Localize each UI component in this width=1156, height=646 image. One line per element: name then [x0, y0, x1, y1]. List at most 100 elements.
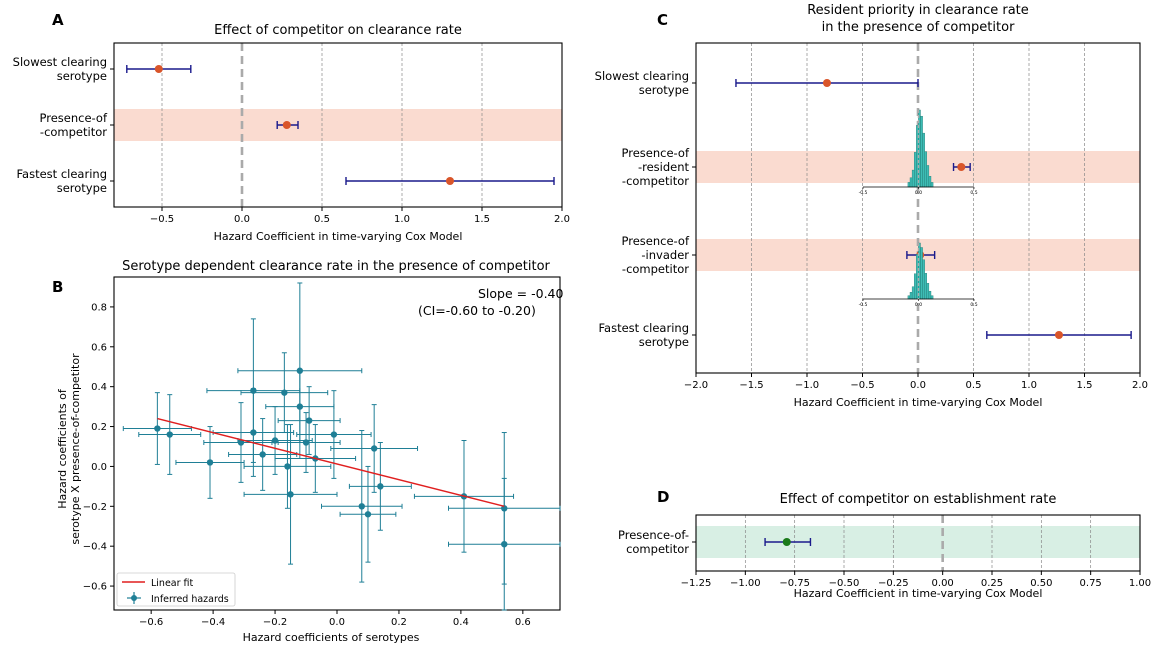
histogram-bar	[914, 152, 917, 188]
point-marker	[302, 439, 310, 446]
row-label: -competitor	[622, 174, 689, 188]
x-tick-label: 0.2	[391, 617, 407, 628]
data-point	[339, 465, 397, 563]
panel-c-title-line2: in the presence of competitor	[822, 20, 1015, 35]
legend-points-swatch	[127, 592, 141, 604]
panel-d-title: Effect of competitor on establishment ra…	[780, 492, 1057, 507]
panel-d-plot: −1.25 −1.00 −0.75 −0.50 −0.25 0.00 0.25 0.50 0.7…	[618, 514, 1151, 589]
panel-c-title-line1: Resident priority in clearance rate	[807, 3, 1029, 18]
panel-b: B Serotype dependent clearance rate in t…	[52, 259, 563, 644]
estimate-point	[154, 65, 163, 73]
row-label: Slowest clearing	[595, 69, 689, 83]
x-tick-label: 1.00	[1129, 578, 1151, 589]
data-point	[348, 442, 412, 531]
point-marker	[296, 403, 304, 410]
row-label: -competitor	[40, 125, 107, 139]
data-point	[237, 406, 313, 475]
x-tick-label: 1.5	[474, 214, 490, 225]
panel-d: D Effect of competitor on establishment …	[657, 488, 1056, 600]
row-label: serotype	[639, 83, 689, 97]
data-point	[228, 418, 298, 491]
point-marker	[377, 483, 384, 490]
row-label: serotype	[57, 181, 107, 195]
histogram-bar	[911, 169, 915, 188]
panel-a-xlabel: Hazard Coefficient in time-varying Cox M…	[214, 230, 463, 243]
panel-d-xlabel: Hazard Coefficient in time-varying Cox M…	[794, 587, 1043, 600]
estimate-point	[782, 538, 791, 546]
x-tick-label: −1.0	[795, 380, 819, 391]
x-tick-label: −0.2	[263, 617, 287, 628]
inset-tick-label: -0.5	[859, 302, 868, 308]
legend-points-label: Inferred hazards	[151, 594, 229, 605]
point-marker	[154, 425, 161, 432]
plot-frame	[113, 276, 561, 611]
point-marker	[305, 417, 313, 424]
panel-b-ylabel-line2: serotype X presence-of-competitor	[69, 353, 82, 545]
y-tick-label: −0.6	[83, 582, 107, 593]
x-tick-label: −1.00	[730, 578, 761, 589]
point-marker	[287, 491, 294, 498]
panel-c-xlabel: Hazard Coefficient in time-varying Cox M…	[794, 396, 1043, 409]
x-tick-label: 0.6	[515, 617, 531, 628]
histogram-bar	[920, 115, 923, 188]
row-label: serotype	[57, 69, 107, 83]
panel-c: C Resident priority in clearance rate in…	[657, 3, 1042, 409]
y-tick-label: 0.6	[91, 342, 107, 353]
histogram-bar	[922, 132, 925, 188]
data-point	[277, 386, 341, 455]
point-marker	[166, 431, 173, 438]
x-tick-label: 1.0	[1021, 380, 1037, 391]
point-marker	[250, 429, 257, 436]
x-tick-label: 0.25	[981, 578, 1003, 589]
x-tick-label: −0.5	[150, 214, 174, 225]
row-label: Presence-of	[622, 146, 690, 160]
estimate-point	[282, 121, 291, 129]
panel-b-ylabel-line1: Hazard coefficients of	[56, 388, 69, 509]
row-label: -competitor	[622, 262, 689, 276]
histogram-bar	[909, 292, 913, 300]
data-point	[271, 412, 341, 473]
data-point	[296, 390, 372, 479]
x-tick-label: −1.25	[681, 578, 712, 589]
x-tick-label: 0.5	[314, 214, 330, 225]
x-tick-label: −0.75	[779, 578, 810, 589]
data-point	[243, 424, 332, 509]
y-tick-label: 0.4	[91, 382, 107, 393]
x-tick-label: 0.50	[1030, 578, 1052, 589]
histogram-bar	[926, 165, 930, 188]
histogram-bar	[922, 259, 925, 300]
inset-tick-label: 0.0	[915, 302, 922, 308]
data-point	[122, 392, 192, 465]
inset-histogram-invader: -0.5 0.0 0.5	[859, 242, 978, 308]
row-label: Presence-of	[40, 111, 108, 125]
row-label: Presence-of-	[618, 528, 689, 542]
highlight-band	[696, 526, 1140, 558]
row-label: Presence-of	[622, 234, 690, 248]
histogram-bar	[920, 247, 923, 300]
histogram-bar	[924, 151, 927, 188]
x-tick-label: 1.5	[1077, 380, 1093, 391]
x-tick-label: −2.0	[684, 380, 708, 391]
slope-ci-annotation: (CI=-0.60 to -0.20)	[418, 303, 536, 318]
histogram-bar	[924, 273, 927, 300]
x-tick-label: −0.6	[139, 617, 163, 628]
row-label: Slowest clearing	[13, 55, 107, 69]
data-point	[330, 404, 419, 493]
row-label: -invader	[641, 248, 689, 262]
highlight-band	[114, 109, 562, 141]
histogram-bar	[914, 273, 917, 300]
x-tick-label: 2.0	[554, 214, 570, 225]
x-tick-label: −0.5	[850, 380, 874, 391]
histogram-bar	[907, 182, 911, 188]
inset-tick-label: 0.5	[970, 302, 977, 308]
panel-b-legend: Linear fit Inferred hazards	[116, 572, 236, 607]
y-tick-label: 0.0	[91, 462, 107, 473]
x-tick-label: −0.25	[878, 578, 909, 589]
x-tick-label: 0.0	[329, 617, 345, 628]
data-point	[243, 424, 338, 565]
histogram-bar	[907, 295, 911, 300]
y-tick-label: −0.2	[83, 502, 107, 513]
row-label: serotype	[639, 335, 689, 349]
y-tick-label: 0.8	[91, 302, 107, 313]
histogram-bar	[909, 177, 913, 188]
